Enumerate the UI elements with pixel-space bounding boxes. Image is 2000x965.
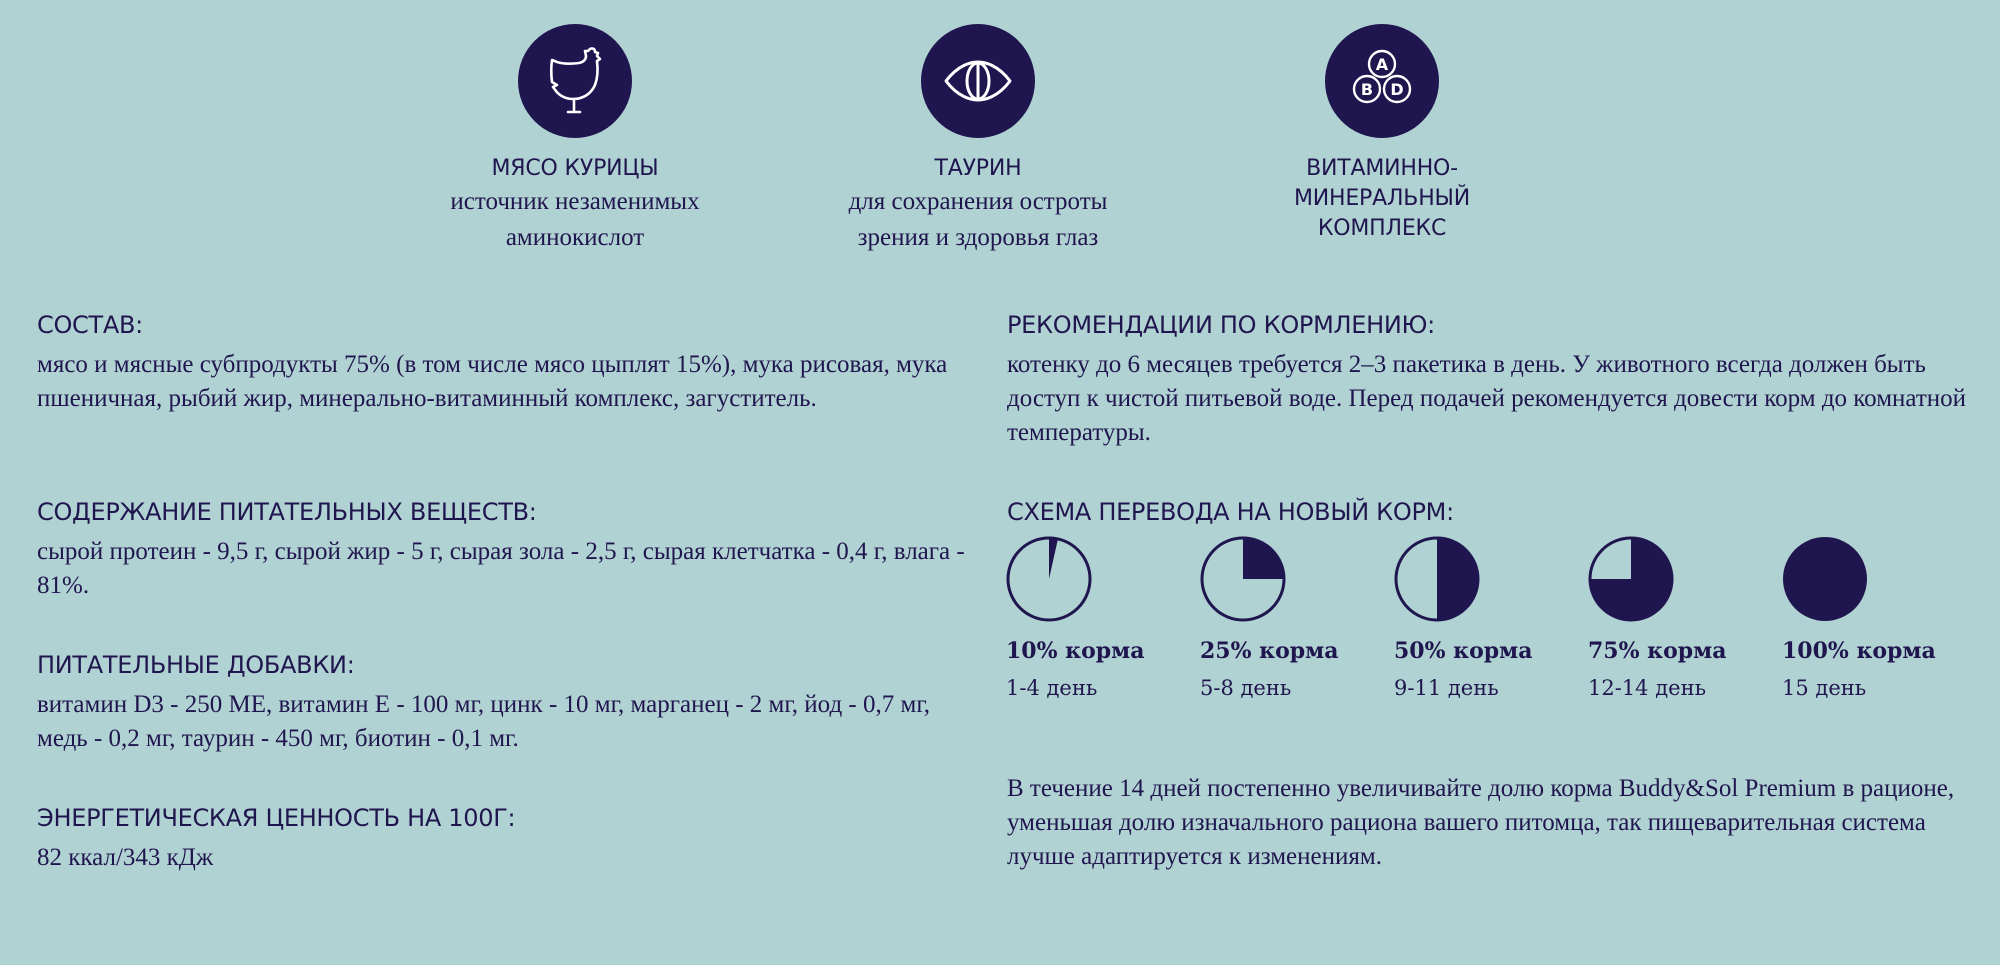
composition-section: СОСТАВ: мясо и мясные субпродукты 75% (в… xyxy=(37,310,967,416)
feature-title-line: КОМПЛЕКС xyxy=(1317,216,1447,241)
nutrients-heading: СОДЕРЖАНИЕ ПИТАТЕЛЬНЫХ ВЕЩЕСТВ: xyxy=(37,498,537,526)
step-days: 12-14 день xyxy=(1588,676,1707,700)
feature-title-line: МИНЕРАЛЬНЫЙ xyxy=(1293,186,1471,211)
step-days: 5-8 день xyxy=(1200,676,1292,700)
feature-title-line: ВИТАМИННО- xyxy=(1306,156,1458,181)
transition-steps: 10% корма 1-4 день 25% корма 5-8 день 50… xyxy=(1006,536,1976,702)
transition-step: 25% корма 5-8 день xyxy=(1200,536,1394,702)
feature-desc-line: аминокислот xyxy=(505,224,645,251)
nutrients-text: сырой протеин - 9,5 г, сырой жир - 5 г, … xyxy=(37,538,965,599)
pie-25-icon xyxy=(1200,536,1286,622)
svg-text:A: A xyxy=(1376,55,1389,74)
feature-chicken: МЯСО КУРИЦЫ источник незаменимых аминоки… xyxy=(395,24,755,256)
feature-desc-line: зрения и здоровья глаз xyxy=(857,224,1099,251)
additives-heading: ПИТАТЕЛЬНЫЕ ДОБАВКИ: xyxy=(37,651,355,679)
transition-step: 100% корма 15 день xyxy=(1782,536,1976,702)
transition-step: 10% корма 1-4 день xyxy=(1006,536,1200,702)
vitamins-badge: A B D xyxy=(1325,24,1439,138)
feature-desc-line: для сохранения остроты xyxy=(848,188,1108,215)
transition-heading: СХЕМА ПЕРЕВОДА НА НОВЫЙ КОРМ: xyxy=(1007,498,1454,526)
transition-step: 75% корма 12-14 день xyxy=(1588,536,1782,702)
pie-10-icon xyxy=(1006,536,1092,622)
energy-text: 82 ккал/343 кДж xyxy=(37,844,214,871)
feeding-heading: РЕКОМЕНДАЦИИ ПО КОРМЛЕНИЮ: xyxy=(1007,311,1435,339)
step-days: 15 день xyxy=(1782,676,1867,700)
feeding-text: котенку до 6 месяцев требуется 2–3 пакет… xyxy=(1007,351,1967,446)
transition-note: В течение 14 дней постепенно увеличивайт… xyxy=(1007,775,1955,870)
step-percent: 25% корма xyxy=(1200,638,1339,664)
step-days: 1-4 день xyxy=(1006,676,1098,700)
transition-step: 50% корма 9-11 день xyxy=(1394,536,1588,702)
pie-100-icon xyxy=(1783,537,1867,621)
chicken-icon xyxy=(549,47,602,114)
feature-title: ТАУРИН xyxy=(934,156,1022,181)
nutrients-section: СОДЕРЖАНИЕ ПИТАТЕЛЬНЫХ ВЕЩЕСТВ: сырой пр… xyxy=(37,497,967,603)
eye-badge xyxy=(921,24,1035,138)
composition-text: мясо и мясные субпродукты 75% (в том чис… xyxy=(37,351,948,412)
svg-text:D: D xyxy=(1390,80,1403,99)
eye-icon xyxy=(944,60,1012,102)
svg-text:B: B xyxy=(1361,80,1373,99)
pie-75-icon xyxy=(1588,536,1674,622)
energy-section: ЭНЕРГЕТИЧЕСКАЯ ЦЕННОСТЬ НА 100Г: 82 ккал… xyxy=(37,803,967,875)
transition-section: СХЕМА ПЕРЕВОДА НА НОВЫЙ КОРМ: xyxy=(1007,497,1967,527)
chicken-badge xyxy=(518,24,632,138)
additives-text: витамин D3 - 250 МЕ, витамин Е - 100 мг,… xyxy=(37,691,931,752)
feeding-section: РЕКОМЕНДАЦИИ ПО КОРМЛЕНИЮ: котенку до 6 … xyxy=(1007,310,1967,450)
energy-heading: ЭНЕРГЕТИЧЕСКАЯ ЦЕННОСТЬ НА 100Г: xyxy=(37,804,516,832)
step-percent: 50% корма xyxy=(1394,638,1533,664)
pie-50-icon xyxy=(1394,536,1480,622)
step-days: 9-11 день xyxy=(1394,676,1499,700)
additives-section: ПИТАТЕЛЬНЫЕ ДОБАВКИ: витамин D3 - 250 МЕ… xyxy=(37,650,967,756)
feature-taurine: ТАУРИН для сохранения остроты зрения и з… xyxy=(798,24,1158,256)
composition-heading: СОСТАВ: xyxy=(37,311,143,339)
feature-title: МЯСО КУРИЦЫ xyxy=(491,156,659,181)
transition-note-section: В течение 14 дней постепенно увеличивайт… xyxy=(1007,772,1967,874)
feature-vitamins: A B D ВИТАМИННО- МИНЕРАЛЬНЫЙ КОМПЛЕКС xyxy=(1202,24,1562,244)
step-percent: 100% корма xyxy=(1782,638,1936,664)
step-percent: 75% корма xyxy=(1588,638,1727,664)
feature-desc-line: источник незаменимых xyxy=(450,188,700,215)
vitamins-abd-icon: A B D xyxy=(1352,49,1412,104)
step-percent: 10% корма xyxy=(1006,638,1145,664)
